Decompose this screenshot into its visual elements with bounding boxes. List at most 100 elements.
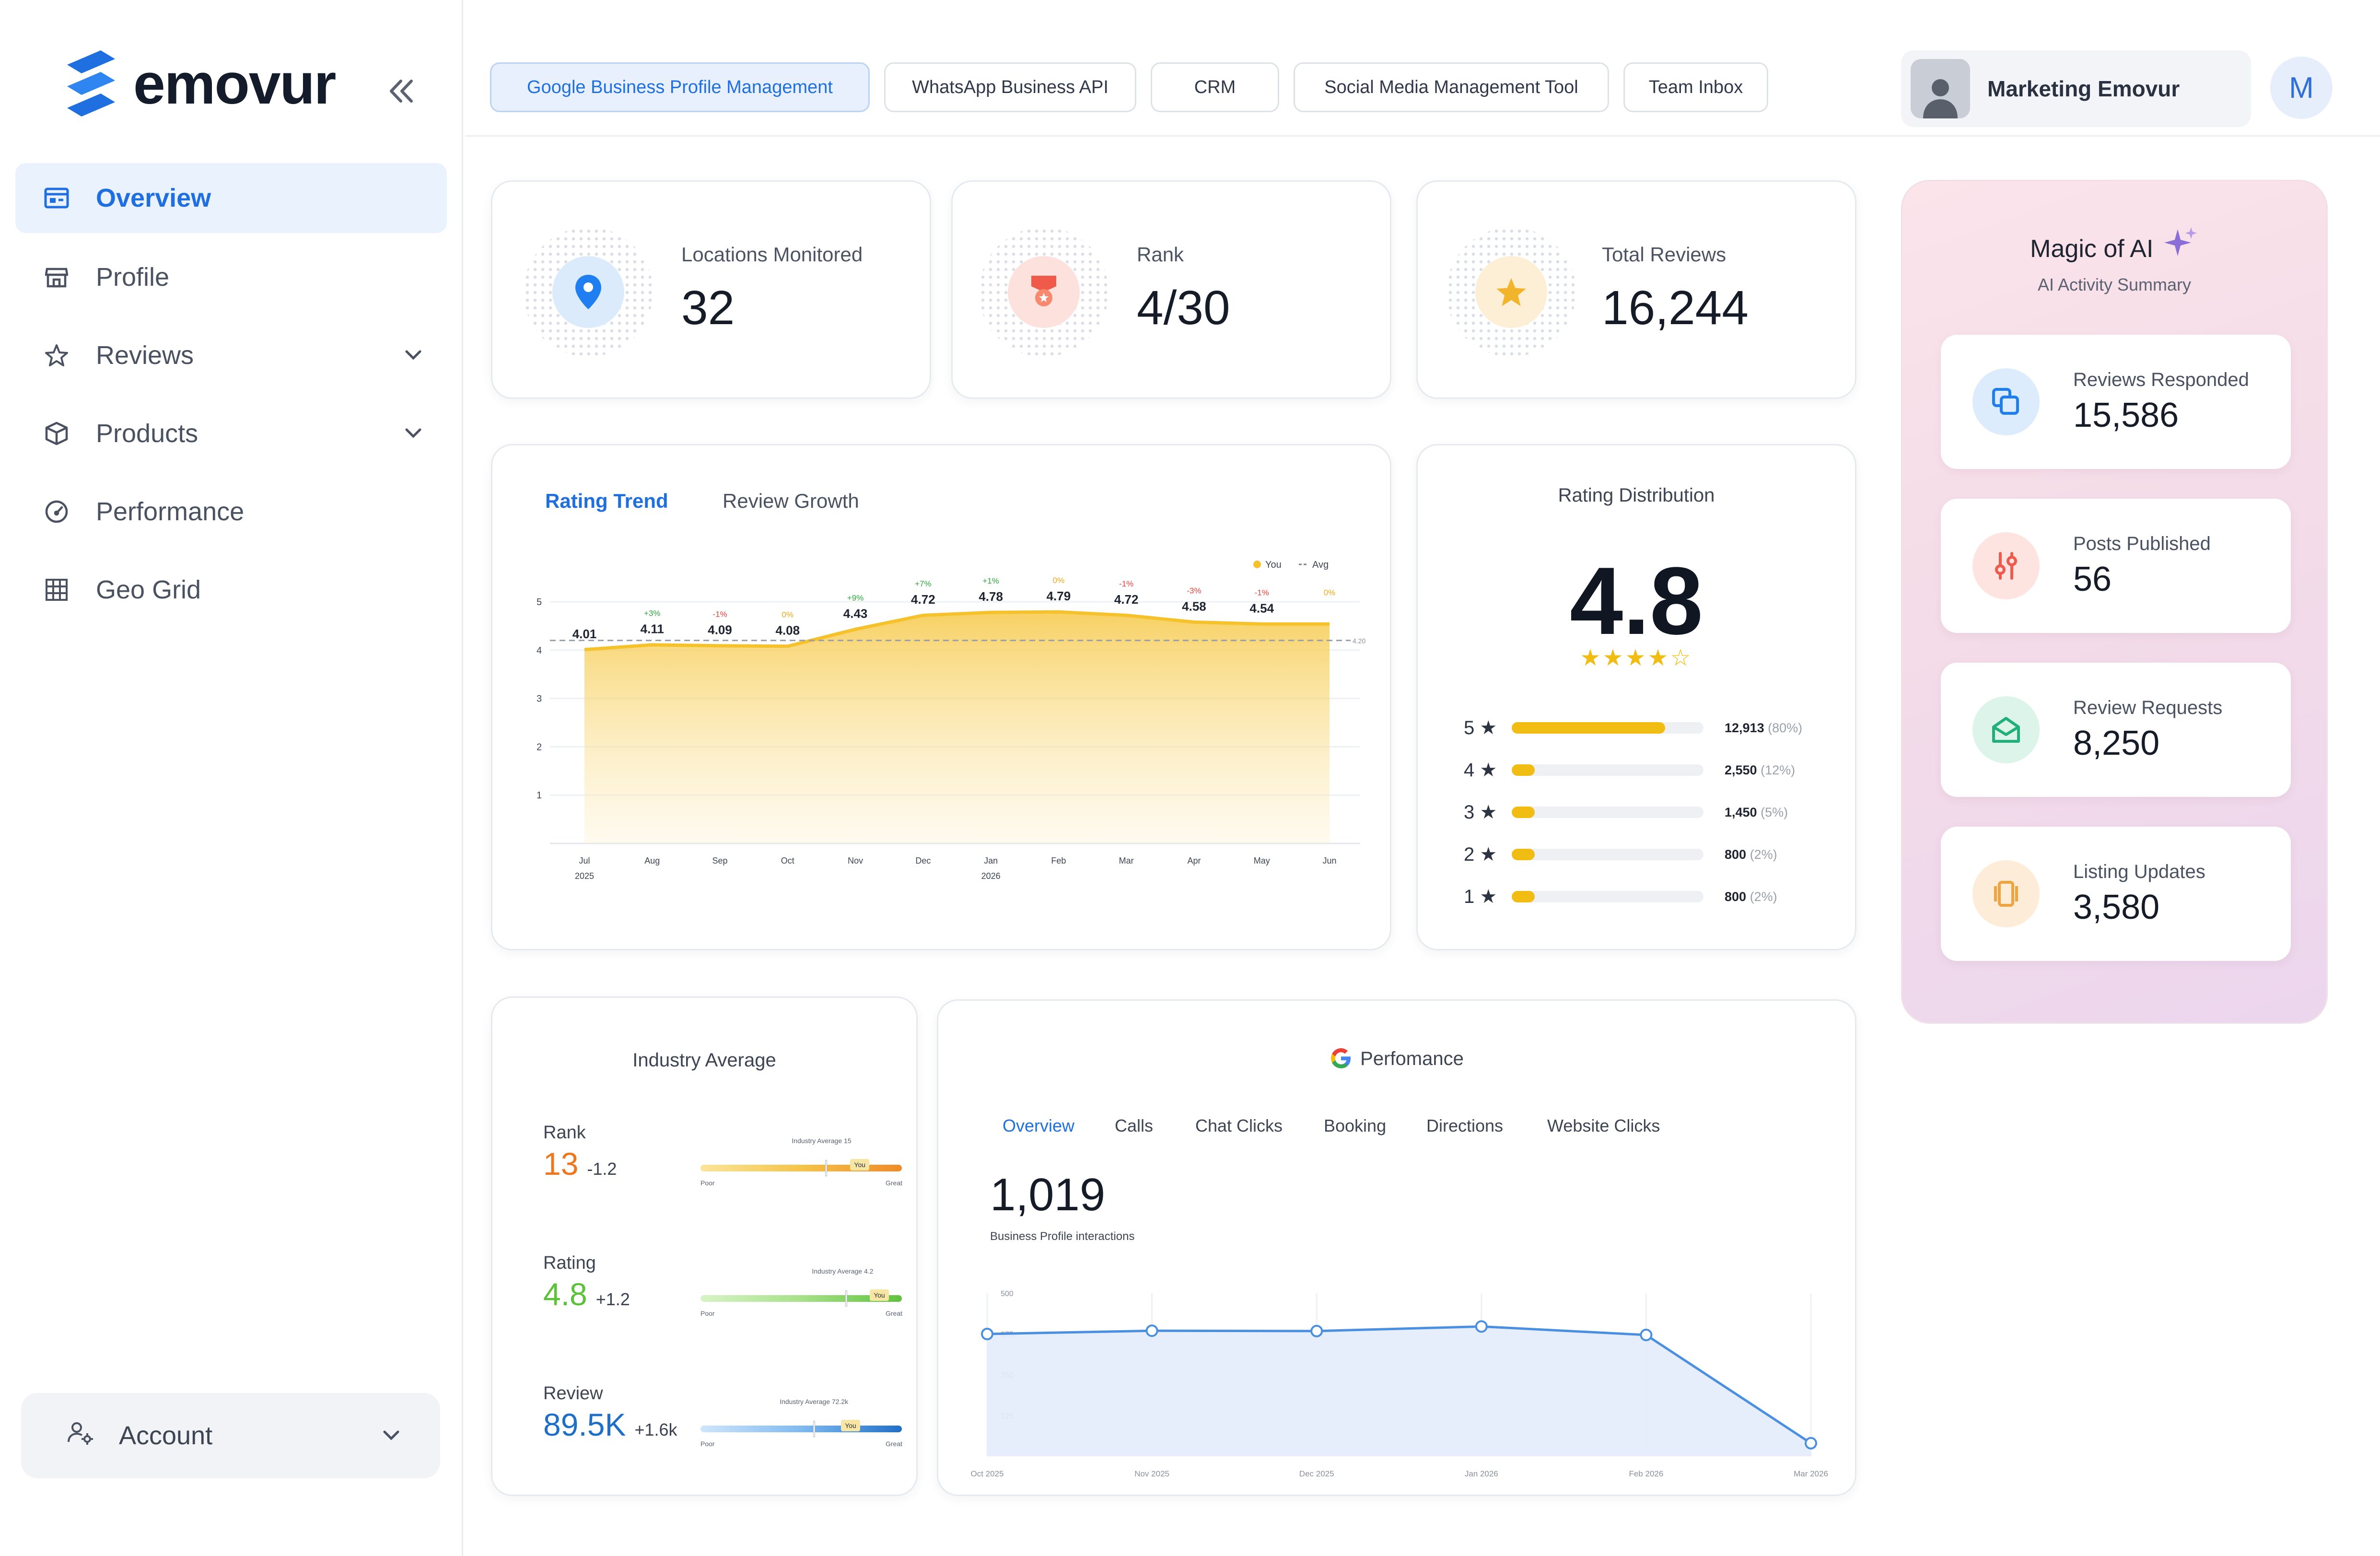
tab-label: WhatsApp Business API	[912, 77, 1108, 97]
distribution-percent: (12%)	[1761, 762, 1796, 777]
point-change-label: +3%	[644, 609, 661, 618]
perf-tab-chat-clicks[interactable]: Chat Clicks	[1195, 1116, 1283, 1135]
sidebar-item-label: Products	[96, 419, 198, 448]
distribution-percent: (80%)	[1768, 720, 1803, 735]
tab-rating-trend[interactable]: Rating Trend	[545, 490, 668, 512]
tab-crm[interactable]: CRM	[1151, 62, 1279, 112]
ai-card-text: Posts Published 56	[2073, 533, 2211, 599]
data-point	[1475, 1320, 1488, 1333]
chevron-down-icon[interactable]	[403, 422, 424, 444]
series-line	[987, 1325, 1812, 1444]
sidebar-item-geo-grid[interactable]: Geo Grid	[15, 555, 447, 625]
distribution-count: 800 (2%)	[1725, 889, 1777, 904]
chevron-down-icon[interactable]	[403, 344, 424, 365]
mail-open-icon	[1972, 696, 2040, 763]
industry-comparison-bar: You	[700, 1159, 902, 1176]
stat-value: 32	[681, 281, 735, 335]
perf-tab-directions[interactable]: Directions	[1426, 1116, 1504, 1135]
double-chevron-left-icon	[390, 80, 413, 103]
sidebar-item-performance[interactable]: Performance	[15, 477, 447, 547]
perf-tab-overview[interactable]: Overview	[1003, 1116, 1075, 1135]
point-change-label: -1%	[712, 610, 727, 619]
y-tick-label: 3	[537, 694, 542, 704]
distribution-bar	[1512, 764, 1535, 776]
x-tick-label: May	[1254, 856, 1270, 866]
collapse-sidebar-button[interactable]	[384, 72, 417, 115]
industry-title: Industry Average	[632, 1050, 776, 1071]
distribution-rows: 5 ★ 12,913 (80%) 4 ★ 2,550 (12%) 3 ★ 1,450 (5…	[1464, 716, 1802, 927]
distribution-row: 2 ★ 800 (2%)	[1464, 842, 1802, 866]
area-fill-you	[584, 612, 1330, 843]
tab-label: Google Business Profile Management	[527, 77, 833, 97]
ai-card-listing-updates[interactable]: Listing Updates 3,580	[1941, 827, 2291, 961]
sidebar-item-products[interactable]: Products	[15, 398, 447, 468]
ai-card-review-requests[interactable]: Review Requests 8,250	[1941, 663, 2291, 797]
industry-average-marker-label: Industry Average 15	[792, 1137, 852, 1145]
ai-title: Magic of AI	[2030, 235, 2154, 263]
star-icon	[1475, 256, 1547, 328]
industry-metric-value: 89.5K	[543, 1407, 626, 1442]
user-menu[interactable]: Marketing Emovur	[1901, 50, 2251, 127]
industry-metric-delta: +1.6k	[634, 1420, 677, 1439]
perf-tab-calls[interactable]: Calls	[1115, 1116, 1154, 1135]
tab-review-growth[interactable]: Review Growth	[723, 490, 859, 512]
location-pin-icon	[552, 256, 624, 328]
distribution-row: 4 ★ 2,550 (12%)	[1464, 758, 1802, 782]
ai-card-text: Review Requests 8,250	[2073, 697, 2222, 763]
gauge-icon	[42, 497, 71, 526]
distribution-bar-track	[1512, 891, 1703, 902]
chat-copy-icon	[1972, 368, 2040, 435]
ai-card-reviews-responded[interactable]: Reviews Responded 15,586	[1941, 335, 2291, 469]
point-change-label: 0%	[782, 610, 794, 620]
tab-google-business-profile[interactable]: Google Business Profile Management	[490, 62, 870, 112]
perf-tab-website-clicks[interactable]: Website Clicks	[1547, 1116, 1660, 1135]
distribution-star-label: 1 ★	[1464, 886, 1497, 907]
sidebar-item-profile[interactable]: Profile	[15, 242, 447, 312]
avatar-initial: M	[2289, 71, 2314, 105]
industry-row: Rating 4.8 +1.2 Industry Average 4.2 You Poor…	[529, 1253, 912, 1383]
distribution-bar	[1512, 891, 1535, 902]
industry-value-group: 4.8 +1.2	[543, 1276, 630, 1312]
data-point	[1640, 1329, 1653, 1342]
distribution-row: 5 ★ 12,913 (80%)	[1464, 716, 1802, 740]
ai-subtitle: AI Activity Summary	[2037, 275, 2192, 294]
y-tick-label: 1	[537, 790, 542, 801]
performance-title: Perfomance	[1360, 1048, 1464, 1069]
sidebar-item-label: Geo Grid	[96, 575, 201, 604]
ai-value: 3,580	[2073, 888, 2160, 926]
x-tick-label: Mar	[1119, 856, 1134, 866]
profile-initial-avatar[interactable]: M	[2270, 57, 2333, 119]
tab-whatsapp-business-api[interactable]: WhatsApp Business API	[884, 62, 1136, 112]
x-tick-label: Sep	[712, 856, 728, 866]
x-tick-label: Jun	[1322, 856, 1336, 866]
distribution-bar	[1512, 849, 1535, 860]
distribution-star-label: 5 ★	[1464, 717, 1497, 738]
point-value-label: 4.43	[843, 606, 868, 620]
performance-title-row: Perfomance	[938, 1047, 1855, 1070]
distribution-percent: (2%)	[1750, 889, 1777, 904]
chevron-down-icon	[383, 1430, 399, 1440]
ai-label: Listing Updates	[2073, 861, 2205, 882]
sidebar-item-overview[interactable]: Overview	[15, 163, 447, 233]
ai-card-text: Listing Updates 3,580	[2073, 861, 2205, 927]
star-outline-icon	[42, 341, 71, 370]
distribution-row: 3 ★ 1,450 (5%)	[1464, 800, 1802, 824]
tab-label: CRM	[1194, 77, 1236, 97]
ai-card-posts-published[interactable]: Posts Published 56	[1941, 499, 2291, 633]
industry-metric-value: 4.8	[543, 1276, 587, 1312]
y-tick-label: 2	[537, 742, 542, 752]
perf-tab-booking[interactable]: Booking	[1324, 1116, 1387, 1135]
magic-of-ai-panel: Magic of AI AI Activity Summary Reviews …	[1901, 180, 2328, 1024]
brand-logo[interactable]: emovur	[62, 50, 336, 117]
sidebar-item-reviews[interactable]: Reviews	[15, 320, 447, 390]
point-value-label: 4.79	[1047, 589, 1071, 603]
tab-social-media-management[interactable]: Social Media Management Tool	[1294, 62, 1609, 112]
stat-label: Locations Monitored	[681, 243, 863, 266]
tab-team-inbox[interactable]: Team Inbox	[1623, 62, 1768, 112]
ai-value: 8,250	[2073, 724, 2160, 762]
industry-you-badge: You	[870, 1289, 889, 1301]
x-tick-label: Oct 2025	[971, 1469, 1004, 1478]
account-menu-button[interactable]: Account	[21, 1393, 440, 1478]
sidebar-item-label: Performance	[96, 497, 245, 526]
stat-card-rank: Rank 4/30	[951, 180, 1391, 399]
